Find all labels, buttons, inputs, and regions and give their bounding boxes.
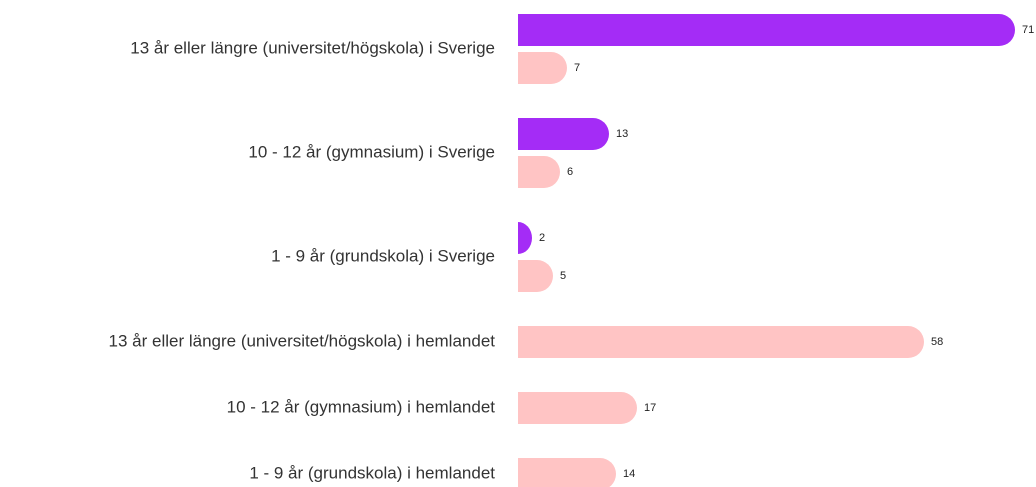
value-label: 2 [539,232,545,244]
bar [518,260,553,292]
bar [518,156,560,188]
bar [518,14,1015,46]
category-label: 13 år eller längre (universitet/högskola… [130,38,495,57]
bar [518,118,609,150]
category-label: 13 år eller längre (universitet/högskola… [109,331,496,350]
bar [518,52,567,84]
category-label: 10 - 12 år (gymnasium) i hemlandet [227,397,496,416]
category-label: 10 - 12 år (gymnasium) i Sverige [248,142,495,161]
category-label: 1 - 9 år (grundskola) i hemlandet [249,463,495,482]
bar [518,326,924,358]
bar [518,222,532,254]
value-label: 58 [931,336,943,348]
value-label: 5 [560,270,566,282]
value-label: 7 [574,62,580,74]
category-label: 1 - 9 år (grundskola) i Sverige [271,246,495,265]
value-label: 14 [623,468,635,480]
value-label: 17 [644,402,656,414]
value-label: 71 [1022,24,1034,36]
bar [518,392,637,424]
value-label: 13 [616,128,628,140]
bar [518,458,616,487]
value-label: 6 [567,166,573,178]
